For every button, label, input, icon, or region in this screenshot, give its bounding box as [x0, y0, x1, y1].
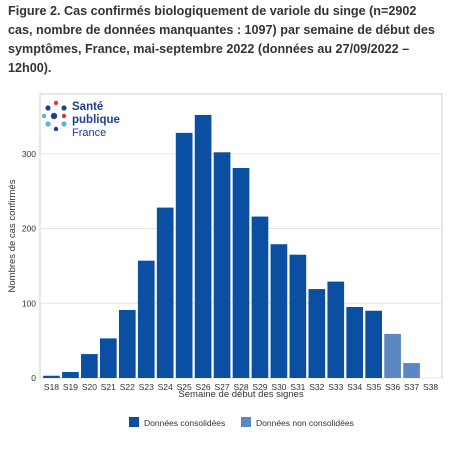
- x-tick-label-s24: S24: [158, 382, 173, 392]
- bar-s19-consolidated: [62, 372, 79, 378]
- figure-caption: Figure 2. Cas confirmés biologiquement d…: [8, 4, 435, 75]
- y-tick-label: 200: [22, 224, 36, 234]
- x-tick-label-s19: S19: [63, 382, 78, 392]
- bar-s25-consolidated: [175, 132, 193, 378]
- bar-s37-not-consolidated: [403, 363, 420, 378]
- bar-s35-consolidated: [365, 310, 383, 378]
- logo-line-3: France: [72, 127, 106, 139]
- bar-s36-not-consolidated: [384, 333, 401, 378]
- sante-publique-france-logo: Santé publique France: [41, 100, 120, 139]
- y-tick-labels: 0 100 200 300: [22, 149, 36, 383]
- y-axis-title: Nombres de cas confirmés: [7, 179, 18, 292]
- bar-s22-consolidated: [118, 309, 136, 378]
- chart-container: 0 100 200 300 S18 S19 S20 S21 S22 S23 S24 S25 S26 S2…: [0, 90, 450, 444]
- x-tick-label-s25: S25: [177, 382, 192, 392]
- logo-line-2: publique: [72, 114, 120, 126]
- legend-label-not-consolidated: Données non consolidées: [256, 418, 354, 428]
- x-tick-label-s31: S31: [290, 382, 305, 392]
- bar-s20-consolidated: [81, 354, 98, 378]
- x-tick-label-s34: S34: [347, 382, 362, 392]
- legend: Données consolidées Données non consolid…: [129, 417, 354, 428]
- x-tick-label-s38: S38: [423, 382, 438, 392]
- legend-label-consolidated: Données consolidées: [144, 418, 225, 428]
- bar-s21-consolidated: [99, 338, 117, 378]
- bar-s18-consolidated: [43, 375, 60, 378]
- bar-s34-consolidated: [346, 307, 364, 378]
- y-tick-label: 100: [22, 298, 36, 308]
- bar-s33-consolidated: [327, 281, 345, 378]
- bar-s28-consolidated: [232, 167, 250, 378]
- x-tick-label-s32: S32: [309, 382, 324, 392]
- x-axis-title: Semaine de début des signes: [178, 389, 303, 400]
- legend-swatch-not-consolidated: [241, 417, 251, 427]
- bar-s29-consolidated: [251, 216, 269, 378]
- x-tick-label-s33: S33: [328, 382, 343, 392]
- x-tick-label-s37: S37: [404, 382, 419, 392]
- bar-s23-consolidated: [137, 260, 155, 378]
- logo-line-1: Santé: [72, 101, 103, 113]
- bar-s26-consolidated: [194, 114, 212, 378]
- x-tick-label-s29: S29: [252, 382, 267, 392]
- bars: [43, 114, 420, 378]
- bar-s30-consolidated: [270, 244, 288, 378]
- x-tick-label-s27: S27: [214, 382, 229, 392]
- x-tick-label-s35: S35: [366, 382, 381, 392]
- x-tick-label-s28: S28: [233, 382, 248, 392]
- x-tick-label-s20: S20: [82, 382, 97, 392]
- x-tick-label-s30: S30: [271, 382, 286, 392]
- x-tick-label-s36: S36: [385, 382, 400, 392]
- x-tick-labels: S18 S19 S20 S21 S22 S23 S24 S25 S26 S27 S28 S29 S30 S…: [44, 382, 438, 392]
- bar-s27-consolidated: [213, 152, 231, 378]
- y-tick-label: 300: [22, 149, 36, 159]
- y-tick-label: 0: [31, 373, 36, 383]
- legend-swatch-consolidated: [129, 417, 139, 427]
- bar-s24-consolidated: [156, 207, 174, 378]
- x-tick-label-s21: S21: [101, 382, 116, 392]
- x-tick-label-s26: S26: [196, 382, 211, 392]
- x-tick-label-s23: S23: [139, 382, 154, 392]
- bar-s31-consolidated: [289, 254, 307, 378]
- x-tick-label-s22: S22: [120, 382, 135, 392]
- x-tick-label-s18: S18: [44, 382, 59, 392]
- bar-s32-consolidated: [308, 289, 326, 378]
